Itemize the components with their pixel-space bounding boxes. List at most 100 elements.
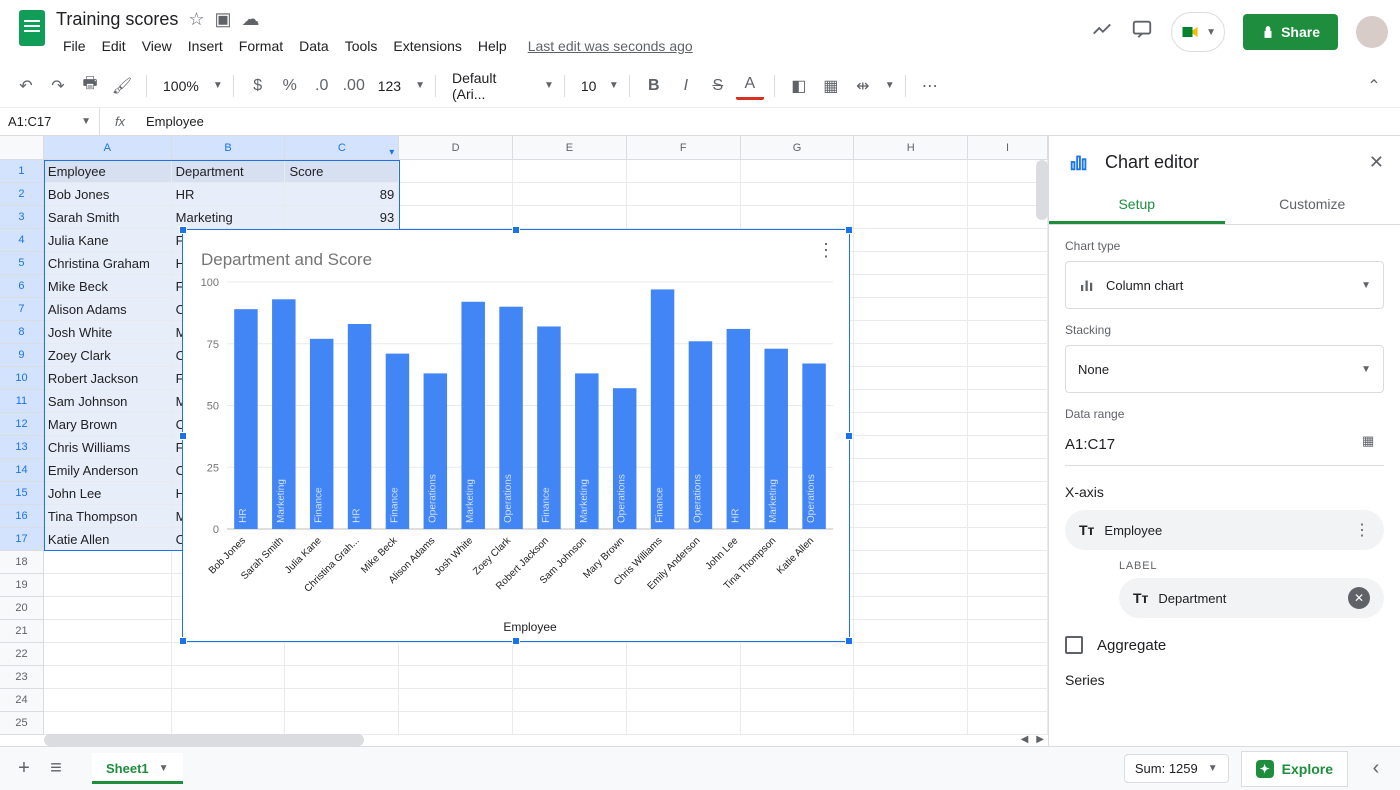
row-header[interactable]: 20 [0, 597, 44, 620]
row-header[interactable]: 4 [0, 229, 44, 252]
resize-handle[interactable] [845, 432, 853, 440]
label-field-chip[interactable]: Tᴛ Department ✕ [1119, 578, 1384, 618]
sheet-tab[interactable]: Sheet1▼ [92, 753, 183, 784]
name-box[interactable]: A1:C17▼ [0, 108, 100, 135]
cell[interactable] [741, 712, 855, 735]
paint-format-icon[interactable]: 🖌 [108, 72, 136, 100]
cell[interactable] [854, 574, 968, 597]
cell[interactable] [854, 459, 968, 482]
cell[interactable]: Josh White [44, 321, 172, 344]
cell[interactable] [513, 666, 627, 689]
cell[interactable]: Christina Graham [44, 252, 172, 275]
cell[interactable]: Robert Jackson [44, 367, 172, 390]
cell[interactable] [627, 206, 741, 229]
row-header[interactable]: 2 [0, 183, 44, 206]
row-header[interactable]: 9 [0, 344, 44, 367]
side-panel-toggle[interactable]: ‹ [1360, 753, 1392, 785]
print-icon[interactable]: 🖶 [76, 72, 104, 100]
cell[interactable]: Mike Beck [44, 275, 172, 298]
cell[interactable] [44, 597, 172, 620]
close-icon[interactable]: ✕ [1369, 152, 1384, 173]
chart-type-select[interactable]: Column chart▼ [1065, 261, 1384, 309]
meet-button[interactable]: ▼ [1171, 12, 1225, 52]
h-scrollbar[interactable] [44, 734, 364, 746]
explore-button[interactable]: ✦ Explore [1241, 751, 1348, 787]
merge-icon[interactable]: ⇹ [849, 72, 877, 100]
cell[interactable] [854, 252, 968, 275]
cell[interactable] [627, 160, 741, 183]
row-header[interactable]: 13 [0, 436, 44, 459]
select-all-corner[interactable] [0, 136, 44, 159]
zoom-level[interactable]: 100% [157, 78, 205, 94]
cell[interactable] [627, 643, 741, 666]
cell[interactable] [285, 643, 399, 666]
borders-icon[interactable]: ▦ [817, 72, 845, 100]
undo-icon[interactable]: ↶ [12, 72, 40, 100]
cell[interactable] [854, 620, 968, 643]
cell[interactable] [854, 344, 968, 367]
col-header-F[interactable]: F [627, 136, 741, 159]
menu-edit[interactable]: Edit [95, 34, 133, 58]
chart-menu-icon[interactable]: ⋮ [817, 240, 835, 261]
cell[interactable] [854, 413, 968, 436]
cell[interactable] [854, 321, 968, 344]
cell[interactable] [513, 206, 627, 229]
increase-decimal-icon[interactable]: .00 [340, 72, 368, 100]
chip-menu-icon[interactable]: ⋮ [1354, 520, 1370, 540]
text-color-icon[interactable]: A [736, 72, 764, 100]
move-icon[interactable]: ▣ [215, 9, 232, 30]
cell[interactable] [172, 712, 286, 735]
cell[interactable] [854, 689, 968, 712]
cell[interactable] [172, 643, 286, 666]
row-header[interactable]: 11 [0, 390, 44, 413]
cell[interactable]: Mary Brown [44, 413, 172, 436]
cell[interactable]: Employee [44, 160, 172, 183]
row-header[interactable]: 15 [0, 482, 44, 505]
bold-icon[interactable]: B [640, 72, 668, 100]
row-header[interactable]: 19 [0, 574, 44, 597]
cell[interactable] [285, 712, 399, 735]
remove-chip-icon[interactable]: ✕ [1348, 587, 1370, 609]
currency-icon[interactable]: $ [244, 72, 272, 100]
cell[interactable] [627, 183, 741, 206]
cell[interactable] [854, 206, 968, 229]
cell[interactable] [854, 712, 968, 735]
cell[interactable] [172, 689, 286, 712]
row-header[interactable]: 22 [0, 643, 44, 666]
cell[interactable] [627, 666, 741, 689]
row-header[interactable]: 23 [0, 666, 44, 689]
cell[interactable]: Alison Adams [44, 298, 172, 321]
row-header[interactable]: 10 [0, 367, 44, 390]
row-header[interactable]: 7 [0, 298, 44, 321]
row-header[interactable]: 14 [0, 459, 44, 482]
select-range-icon[interactable]: ▦ [1362, 433, 1384, 455]
resize-handle[interactable] [845, 637, 853, 645]
cell[interactable] [741, 160, 855, 183]
doc-title[interactable]: Training scores [56, 9, 178, 30]
cell[interactable] [741, 206, 855, 229]
cell[interactable] [741, 689, 855, 712]
cell[interactable]: Score [285, 160, 399, 183]
history-icon[interactable] [1091, 18, 1113, 46]
cell[interactable] [399, 160, 513, 183]
col-header-A[interactable]: A [44, 136, 172, 159]
aggregate-checkbox[interactable] [1065, 636, 1083, 654]
stacking-select[interactable]: None▼ [1065, 345, 1384, 393]
cell[interactable] [172, 666, 286, 689]
resize-handle[interactable] [179, 637, 187, 645]
row-header[interactable]: 6 [0, 275, 44, 298]
cell[interactable]: Sam Johnson [44, 390, 172, 413]
cell[interactable] [627, 689, 741, 712]
cell[interactable] [854, 597, 968, 620]
col-header-I[interactable]: I [968, 136, 1048, 159]
cell[interactable]: Zoey Clark [44, 344, 172, 367]
resize-handle[interactable] [512, 226, 520, 234]
row-header[interactable]: 5 [0, 252, 44, 275]
cell[interactable]: Sarah Smith [44, 206, 172, 229]
cell[interactable] [854, 643, 968, 666]
sheets-logo[interactable] [12, 6, 52, 58]
percent-icon[interactable]: % [276, 72, 304, 100]
embedded-chart[interactable]: ⋮ Department and Score 0255075100HRBob J… [182, 229, 850, 642]
cell[interactable] [513, 160, 627, 183]
cell[interactable]: John Lee [44, 482, 172, 505]
